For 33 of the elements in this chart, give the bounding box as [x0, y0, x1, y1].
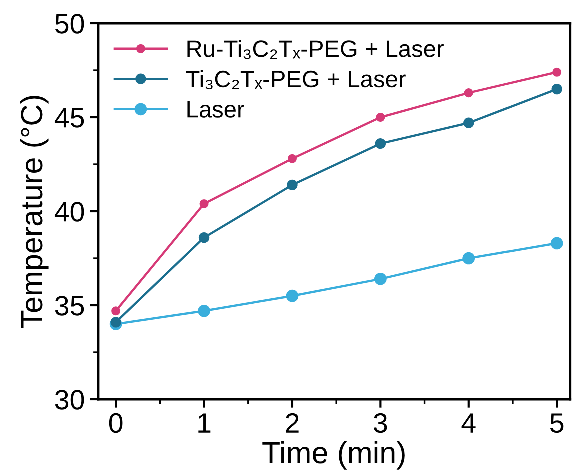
y-axis-title: Temperature (°C) [20, 96, 49, 328]
point [112, 306, 121, 316]
point [287, 180, 298, 191]
x-tick-label: 3 [374, 413, 388, 434]
x-tick-label: 1 [198, 414, 211, 433]
legend-label: Laser [188, 101, 244, 118]
y-tick-label: 30 [55, 390, 84, 410]
point [552, 68, 562, 77]
x-tick-label: 4 [462, 414, 476, 433]
point [288, 154, 297, 164]
point [464, 118, 474, 128]
x-tick-label: 5 [550, 414, 564, 434]
point [462, 252, 476, 265]
point [464, 88, 474, 98]
x-axis-title: Time (min) [262, 441, 405, 470]
point [110, 317, 122, 328]
point [198, 304, 210, 318]
point [374, 273, 387, 286]
y-tick-label: 40 [54, 202, 84, 222]
point [198, 232, 210, 244]
x-tick-label: 2 [286, 413, 299, 433]
point [552, 84, 562, 95]
legend-label: Ru-Ti₃C₂Tₓ-PEG + Laser [188, 40, 444, 60]
x-tick-label: 0 [109, 413, 123, 434]
legend-label: Ti₃C₂Tₓ-PEG + Laser [186, 70, 406, 90]
point [200, 199, 209, 208]
point [286, 290, 299, 302]
y-tick-label: 50 [55, 14, 84, 34]
point [375, 138, 386, 150]
y-tick-label: 45 [54, 108, 84, 128]
y-tick-label: 35 [55, 296, 84, 316]
point [376, 112, 386, 122]
point [550, 237, 564, 250]
